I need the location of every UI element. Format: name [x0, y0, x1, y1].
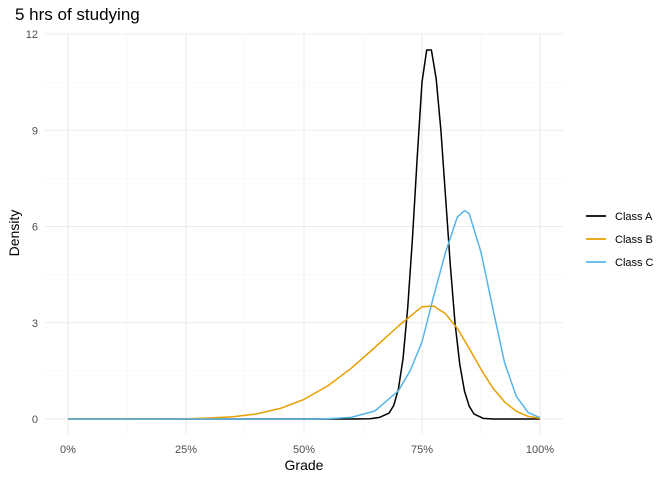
legend-item-class-b: Class B [586, 234, 653, 246]
series-line-class-a [68, 49, 540, 420]
x-tick-label: 75% [411, 444, 433, 456]
legend-item-class-c: Class C [586, 257, 654, 269]
y-tick-label: 3 [32, 318, 38, 330]
x-axis-ticks: 0% 25% 50% 75% 100% [60, 444, 554, 456]
y-axis-ticks: 0 3 6 9 12 [26, 29, 38, 426]
y-axis-title: Density [6, 210, 22, 257]
legend-label: Class C [615, 257, 654, 269]
legend: Class A Class B Class C [586, 211, 654, 269]
chart-title: 5 hrs of studying [15, 5, 140, 24]
y-tick-label: 6 [32, 222, 38, 234]
x-tick-label: 25% [175, 444, 197, 456]
gridlines [45, 33, 563, 434]
y-tick-label: 0 [32, 414, 38, 426]
y-tick-label: 12 [26, 29, 38, 41]
x-tick-label: 100% [526, 444, 554, 456]
series-line-class-c [68, 209, 541, 420]
legend-label: Class A [615, 211, 653, 223]
legend-label: Class B [615, 234, 653, 246]
y-tick-label: 9 [32, 125, 38, 137]
x-tick-label: 50% [293, 444, 315, 456]
x-axis-title: Grade [285, 457, 324, 473]
legend-item-class-a: Class A [586, 211, 653, 223]
series-line-class-b [67, 305, 541, 420]
x-tick-label: 0% [60, 444, 76, 456]
series-layer [67, 49, 541, 420]
